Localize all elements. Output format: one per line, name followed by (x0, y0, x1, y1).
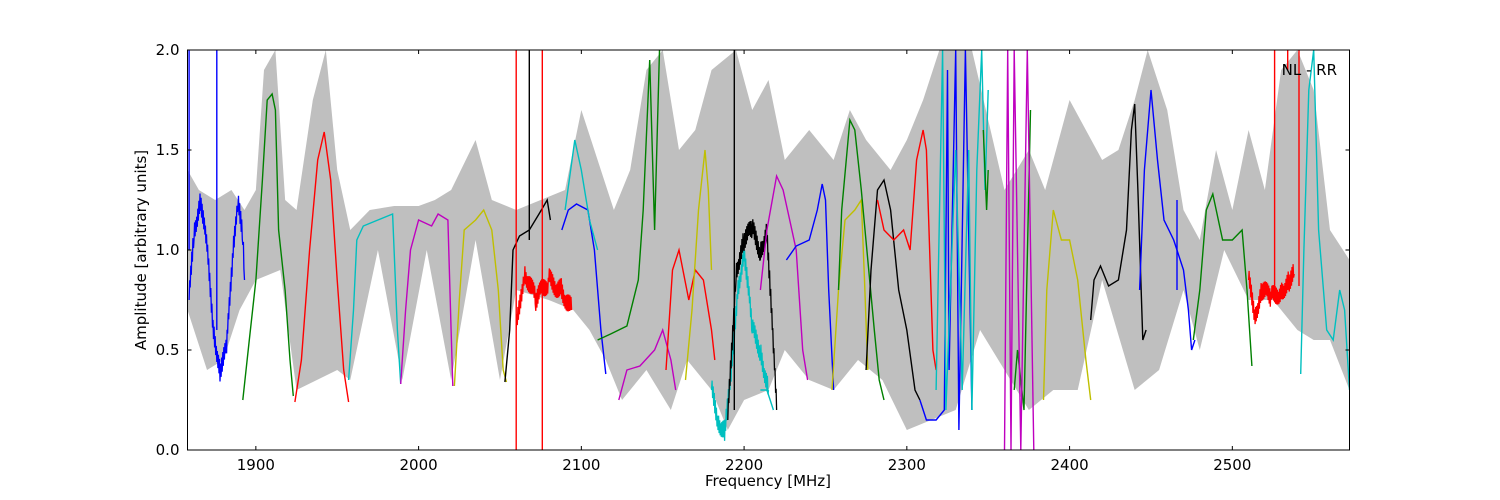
x-tick-label: 2200 (725, 456, 763, 474)
tick-layer: 1900 2000 2100 2200 2300 2400 2500 0.0 0.5 1.0 1.5… (156, 41, 1350, 474)
series-line-35 (1042, 209, 1092, 401)
series-line-7 (453, 208, 508, 387)
annotation-label: NL - RR (1282, 61, 1337, 79)
x-tick-label: 1900 (237, 456, 275, 474)
series-line-22 (760, 389, 775, 411)
series-line-6 (400, 213, 454, 387)
series-line-0 (188, 193, 246, 382)
series-line-33 (1013, 109, 1032, 411)
series-line-31 (971, 50, 989, 411)
series-line-36 (1090, 103, 1147, 341)
x-axis-label: Frequency [MHz] (705, 472, 831, 490)
series-line-20 (727, 219, 778, 421)
series-line-8 (504, 197, 552, 383)
series-layer (188, 50, 1350, 450)
series-line-9 (515, 266, 573, 331)
series-line-40 (1247, 264, 1295, 325)
envelope-band (187, 50, 1350, 430)
y-tick-label: 0.0 (156, 441, 180, 459)
series-line-14 (564, 139, 599, 251)
y-tick-label: 1.5 (156, 141, 180, 159)
series-line-3 (242, 92, 294, 401)
envelope-band-layer (187, 50, 1350, 430)
series-line-16 (618, 327, 677, 401)
series-line-28 (876, 129, 937, 371)
series-line-15 (597, 50, 661, 341)
series-line-24 (785, 183, 835, 391)
y-tick-label: 0.5 (156, 341, 180, 359)
series-line-4 (294, 131, 350, 403)
series-line-44 (1300, 50, 1350, 391)
series-line-29 (919, 50, 973, 431)
series-line-39 (1192, 191, 1253, 367)
series-line-5 (347, 212, 402, 385)
y-tick-label: 2.0 (156, 41, 180, 59)
x-tick-label: 2500 (1213, 456, 1251, 474)
series-line-26 (837, 117, 885, 401)
x-tick-label: 2300 (888, 456, 926, 474)
x-tick-label: 2400 (1050, 456, 1088, 474)
x-tick-label: 2000 (400, 456, 438, 474)
y-axis-label: Amplitude [arbitrary units] (132, 150, 150, 350)
series-line-23 (759, 173, 809, 381)
series-line-37 (1138, 89, 1196, 351)
series-line-19 (710, 245, 770, 441)
series-line-30 (935, 50, 973, 411)
series-line-18 (684, 149, 713, 381)
series-line-17 (665, 247, 716, 371)
y-tick-label: 1.0 (156, 241, 180, 259)
x-tick-label: 2100 (562, 456, 600, 474)
series-line-32 (982, 129, 989, 211)
series-line-27 (865, 178, 921, 401)
